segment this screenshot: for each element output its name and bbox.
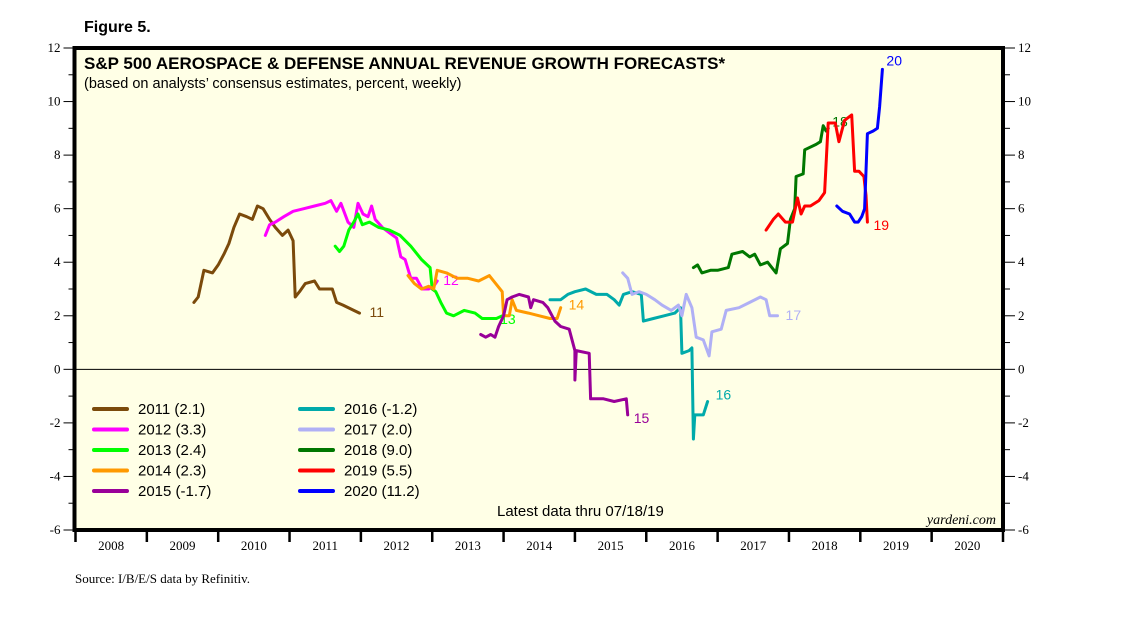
y-tick-label-right: 10: [1018, 94, 1031, 109]
y-tick-label-left: -6: [50, 522, 61, 537]
x-axis: 2008 2009 2010 2011 2012 2013 2014 2015 2016 2017…: [74, 530, 1005, 553]
y-tick-label-left: 4: [54, 254, 61, 269]
y-tick-label-right: -6: [1018, 522, 1029, 537]
x-tick-label: 2011: [312, 538, 338, 553]
x-tick-label: 2012: [384, 538, 410, 553]
legend-label-2012: 2012 (3.3): [138, 422, 206, 439]
latest-data-annotation: Latest data thru 07/18/19: [497, 503, 664, 520]
y-tick-label-right: 12: [1018, 40, 1031, 55]
y-tick-label-right: -4: [1018, 468, 1029, 483]
series-end-label-2016: 16: [716, 386, 732, 402]
legend-label-2019: 2019 (5.5): [344, 463, 412, 480]
series-end-label-2014: 14: [569, 297, 585, 313]
series-end-label-2019: 19: [873, 217, 889, 233]
series-line-2013: [333, 212, 504, 320]
series-line-2016: [548, 287, 710, 441]
figure-label: Figure 5.: [84, 19, 151, 36]
y-tick-label-left: -2: [50, 415, 61, 430]
legend-label-2016: 2016 (-1.2): [344, 401, 417, 418]
y-tick-label-right: 0: [1018, 361, 1025, 376]
y-tick-label-right: 6: [1018, 201, 1025, 216]
y-tick-label-left: 2: [54, 308, 61, 323]
chart-title: S&P 500 AEROSPACE & DEFENSE ANNUAL REVEN…: [84, 54, 725, 73]
series-line-2018: [691, 124, 830, 275]
plot-border: [72, 46, 1005, 532]
plot-area: [74, 48, 1003, 530]
series-end-label-2011: 11: [369, 304, 384, 320]
x-tick-label: 2020: [954, 538, 980, 553]
x-tick-label: 2009: [170, 538, 196, 553]
x-tick-label: 2013: [455, 538, 481, 553]
legend-label-2018: 2018 (9.0): [344, 442, 412, 459]
legend-label-2017: 2017 (2.0): [344, 422, 412, 439]
brand-watermark: yardeni.com: [925, 513, 996, 528]
y-tick-label-left: 12: [48, 40, 61, 55]
x-tick-label: 2008: [98, 538, 124, 553]
y-tick-label-left: 0: [54, 361, 61, 376]
x-tick-label: 2018: [812, 538, 838, 553]
series-end-label-2017: 17: [786, 307, 802, 323]
series-line-2012: [263, 199, 439, 291]
legend: 2011 (2.1) 2012 (3.3) 2013 (2.4) 2014 (2.3)…: [92, 401, 420, 500]
y-tick-label-left: 8: [54, 147, 61, 162]
series-end-label-2015: 15: [634, 410, 650, 426]
series-line-2015: [479, 292, 630, 417]
series-line-2020: [835, 67, 884, 224]
series-end-label-2020: 20: [886, 52, 902, 68]
source-note: Source: I/B/E/S data by Refinitiv.: [75, 571, 250, 586]
series-line-2019: [764, 113, 869, 232]
legend-label-2014: 2014 (2.3): [138, 463, 206, 480]
series-line-2014: [406, 268, 563, 320]
legend-label-2011: 2011 (2.1): [138, 401, 205, 418]
legend-label-2020: 2020 (11.2): [344, 483, 420, 500]
y-tick-label-left: 10: [48, 94, 61, 109]
x-tick-label: 2010: [241, 538, 267, 553]
legend-label-2013: 2013 (2.4): [138, 442, 206, 459]
y-tick-label-right: -2: [1018, 415, 1029, 430]
x-tick-label: 2014: [526, 538, 553, 553]
y-tick-label-left: -4: [50, 468, 61, 483]
legend-label-2015: 2015 (-1.7): [138, 483, 211, 500]
x-tick-label: 2019: [883, 538, 909, 553]
y-tick-label-right: 4: [1018, 254, 1025, 269]
y-tick-label-right: 8: [1018, 147, 1025, 162]
x-tick-label: 2015: [598, 538, 624, 553]
chart-subtitle: (based on analysts’ consensus estimates,…: [84, 76, 461, 92]
x-tick-label: 2017: [740, 538, 767, 553]
series-line-2017: [621, 271, 779, 358]
x-tick-label: 2016: [669, 538, 696, 553]
y-tick-label-left: 6: [54, 201, 61, 216]
y-tick-label-right: 2: [1018, 308, 1025, 323]
